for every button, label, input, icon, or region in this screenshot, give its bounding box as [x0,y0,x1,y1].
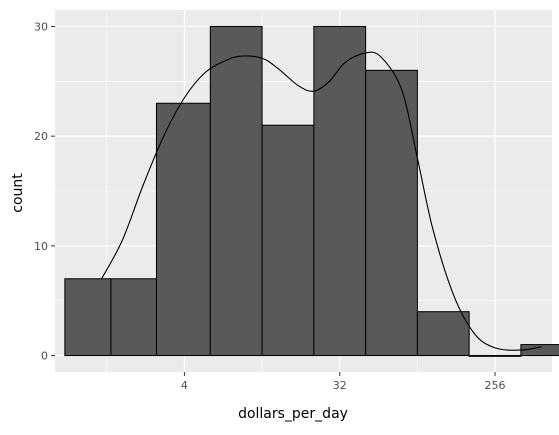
y-tick-label: 30 [34,20,48,33]
x-axis: 4 32 256 [181,372,506,392]
histogram-bar [365,69,418,357]
histogram-bar [313,25,367,357]
histogram-bar [110,278,157,357]
density-curve [101,51,542,351]
y-axis: 0 10 20 30 [34,20,55,363]
histogram-bar [261,124,315,357]
x-axis-title: dollars_per_day [238,406,348,422]
y-axis-title: count [10,173,26,213]
histogram-bar [416,311,470,357]
x-tick-label: 32 [333,379,347,392]
histogram-bar [468,355,522,357]
histogram-bar [209,25,263,357]
histogram-bar [64,278,112,357]
y-tick-label: 10 [34,240,48,253]
y-tick-label: 20 [34,130,48,143]
histogram-bars [64,25,559,357]
histogram-bar [155,102,211,357]
x-tick-label: 256 [485,379,506,392]
y-tick-label: 0 [41,350,48,363]
x-tick-label: 4 [181,379,188,392]
